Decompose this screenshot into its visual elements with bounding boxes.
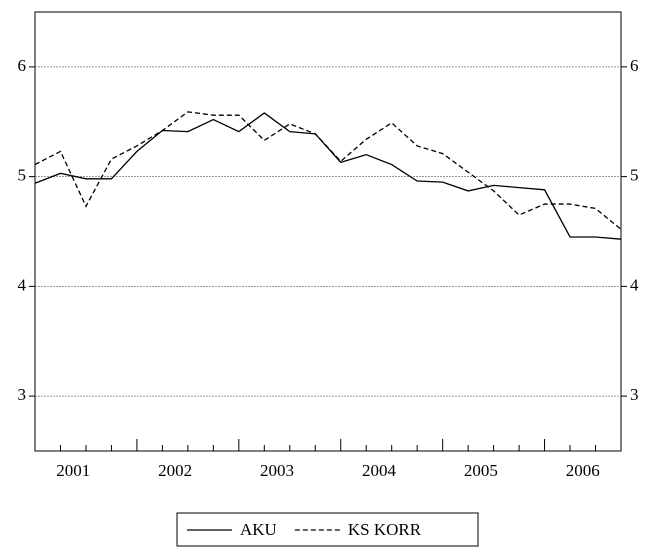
y-tick-label: 5 bbox=[18, 166, 27, 185]
x-tick-label: 2006 bbox=[566, 461, 600, 480]
legend-box bbox=[176, 512, 479, 547]
y2-tick-label: 3 bbox=[630, 385, 639, 404]
x-tick-label: 2005 bbox=[464, 461, 498, 480]
y-tick-label: 4 bbox=[18, 275, 27, 294]
y-tick-label: 6 bbox=[18, 56, 27, 75]
plot-frame bbox=[34, 11, 622, 452]
series-line bbox=[34, 112, 622, 240]
y2-tick-label: 6 bbox=[630, 56, 639, 75]
x-tick-label: 2003 bbox=[260, 461, 294, 480]
x-tick-label: 2004 bbox=[362, 461, 397, 480]
legend-label: KS KORR bbox=[348, 520, 422, 539]
y2-tick-label: 4 bbox=[630, 275, 639, 294]
series-line bbox=[34, 111, 622, 230]
x-tick-label: 2001 bbox=[56, 461, 90, 480]
y-tick-label: 3 bbox=[18, 385, 27, 404]
y2-tick-label: 5 bbox=[630, 166, 639, 185]
x-tick-label: 2002 bbox=[158, 461, 192, 480]
legend-label: AKU bbox=[240, 520, 277, 539]
